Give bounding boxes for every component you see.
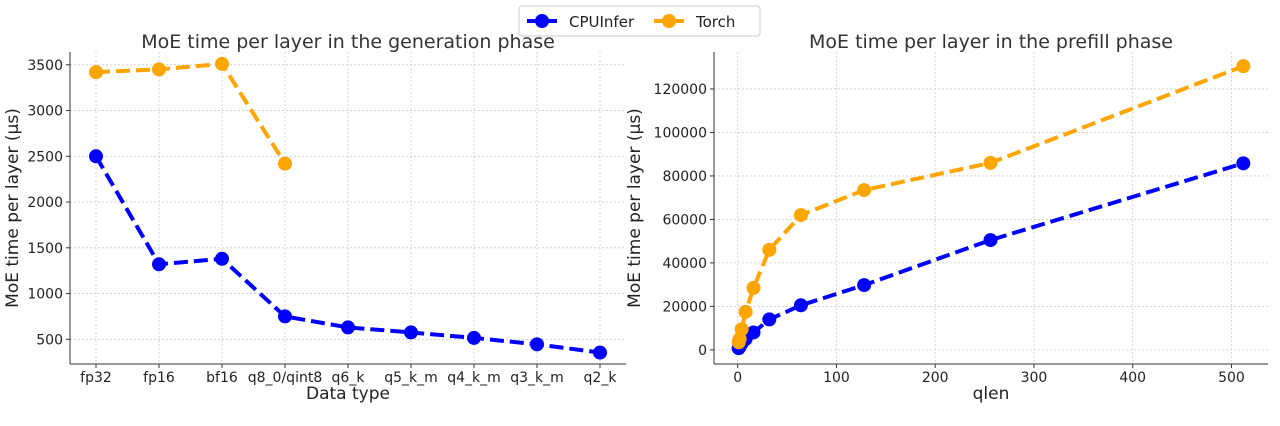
data-point-cpuinfer xyxy=(404,325,418,340)
data-point-cpuinfer xyxy=(89,149,103,164)
data-point-cpuinfer xyxy=(215,251,229,266)
x-tick-label: q2_k xyxy=(584,370,618,386)
y-tick-label: 3500 xyxy=(27,58,63,74)
legend-marker xyxy=(662,14,676,28)
data-point-torch xyxy=(215,56,229,71)
data-point-cpuinfer xyxy=(793,298,808,313)
data-point-cpuinfer xyxy=(746,325,761,340)
data-point-cpuinfer xyxy=(530,337,544,352)
data-point-cpuinfer xyxy=(278,309,292,324)
y-tick-label: 120000 xyxy=(654,82,707,98)
x-tick-label: q4_k_m xyxy=(447,370,501,386)
y-tick-label: 2500 xyxy=(27,149,63,165)
x-tick-label: fp32 xyxy=(80,370,112,386)
data-point-cpuinfer xyxy=(341,320,355,335)
y-tick-label: 40000 xyxy=(662,256,707,272)
x-tick-label: 500 xyxy=(1218,370,1245,386)
series-line-cpuinfer xyxy=(737,161,1244,350)
x-axis-label: qlen xyxy=(973,384,1010,404)
data-point-torch xyxy=(152,62,166,77)
x-tick-label: fp16 xyxy=(143,370,175,386)
x-tick-label: 300 xyxy=(1021,370,1048,386)
legend-label: Torch xyxy=(695,13,735,31)
data-point-torch xyxy=(983,155,998,170)
x-tick-label: bf16 xyxy=(206,370,238,386)
y-tick-label: 500 xyxy=(36,332,63,348)
y-tick-label: 80000 xyxy=(662,169,707,185)
y-tick-label: 20000 xyxy=(662,299,707,315)
chart-title: MoE time per layer in the generation pha… xyxy=(141,31,555,53)
data-point-cpuinfer xyxy=(467,330,481,345)
data-point-cpuinfer xyxy=(762,312,777,327)
data-point-cpuinfer xyxy=(857,278,872,293)
data-point-cpuinfer xyxy=(983,233,998,248)
y-axis-label: MoE time per layer (μs) xyxy=(3,108,23,308)
data-point-torch xyxy=(857,183,872,198)
x-tick-label: 200 xyxy=(922,370,949,386)
data-point-torch xyxy=(734,322,749,337)
data-point-torch xyxy=(762,242,777,257)
series-line-cpuinfer xyxy=(94,155,601,355)
y-tick-label: 1000 xyxy=(27,287,63,303)
y-tick-label: 2000 xyxy=(27,195,63,211)
data-point-torch xyxy=(746,280,761,295)
x-tick-label: 0 xyxy=(733,370,742,386)
y-tick-label: 0 xyxy=(698,343,707,359)
legend xyxy=(518,5,761,37)
x-tick-label: q8_0/qint8 xyxy=(248,370,322,386)
y-axis-label: MoE time per layer (μs) xyxy=(625,108,645,308)
data-point-torch xyxy=(89,65,103,80)
legend-marker xyxy=(535,14,549,28)
y-tick-label: 1500 xyxy=(27,241,63,257)
chart-title: MoE time per layer in the prefill phase xyxy=(809,31,1173,53)
x-tick-label: 400 xyxy=(1119,370,1146,386)
y-tick-label: 3000 xyxy=(27,104,63,120)
y-tick-label: 60000 xyxy=(662,212,707,228)
x-tick-label: q6_k xyxy=(332,370,366,386)
series-line-torch xyxy=(95,61,287,165)
y-tick-label: 100000 xyxy=(654,125,707,141)
data-point-cpuinfer xyxy=(593,345,607,360)
data-point-torch xyxy=(1236,59,1251,74)
data-point-cpuinfer xyxy=(1236,156,1251,171)
x-tick-label: q5_k_m xyxy=(384,370,438,386)
data-point-torch xyxy=(793,208,808,223)
data-point-cpuinfer xyxy=(152,257,166,272)
x-tick-label: q3_k_m xyxy=(510,370,564,386)
x-axis-label: Data type xyxy=(306,384,390,404)
x-tick-label: 100 xyxy=(823,370,850,386)
legend-label: CPUInfer xyxy=(569,13,635,31)
data-point-torch xyxy=(738,304,753,319)
data-point-torch xyxy=(278,156,292,171)
